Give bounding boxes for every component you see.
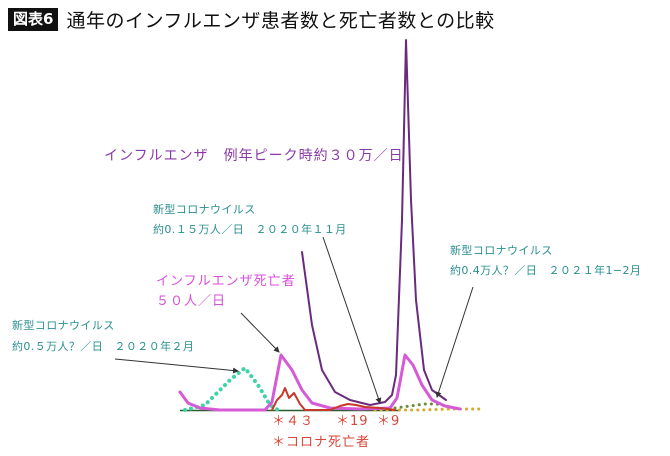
annotation-covid-jan-line1: 新型コロナウイルス	[450, 244, 553, 257]
series-flu-patients	[301, 39, 447, 406]
covid-death-count-43: ＊４３	[272, 414, 315, 429]
series-covid-deaths	[271, 387, 396, 411]
covid-death-count-9: ＊9	[377, 414, 401, 429]
arrow-flu-death	[240, 312, 280, 353]
series-covid-cases-2020	[183, 366, 280, 412]
annotation-flu-death-line2: ５０人／日	[156, 294, 227, 309]
chart-title: 通年のインフルエンザ患者数と死亡者数との比較	[66, 9, 495, 32]
series-flu-deaths	[178, 353, 462, 412]
figure-header: 図表6 通年のインフルエンザ患者数と死亡者数との比較	[8, 6, 495, 32]
annotation-flu-peak: インフルエンザ 例年ピーク時約３０万／日	[104, 148, 404, 164]
annotation-covid-jan-line2: 約0.4万人？／日 ２０２１年1−2月	[450, 264, 642, 277]
series-covid-deaths-2021	[373, 407, 482, 412]
series-covid-cases-2021	[393, 402, 452, 410]
arrow-covid-nov	[322, 236, 382, 404]
annotation-covid-nov-line1: 新型コロナウイルス	[153, 203, 256, 216]
covid-death-count-19: ＊19	[336, 414, 369, 429]
annotation-covid-nov-line2: 約0.１５万人／日 ２０２０年１１月	[153, 223, 347, 236]
arrow-covid-feb	[114, 358, 239, 374]
arrow-covid-jan	[435, 286, 474, 398]
series-layer	[178, 39, 482, 412]
figure-badge: 図表6	[8, 7, 59, 31]
annotation-covid-feb-line2: 約0.５万人？／日 ２０２０年２月	[12, 340, 195, 353]
covid-death-legend-label: ＊コロナ死亡者	[272, 435, 371, 450]
annotation-covid-feb-line1: 新型コロナウイルス	[12, 319, 115, 332]
annotation-flu-death-line1: インフルエンザ死亡者	[156, 274, 296, 289]
